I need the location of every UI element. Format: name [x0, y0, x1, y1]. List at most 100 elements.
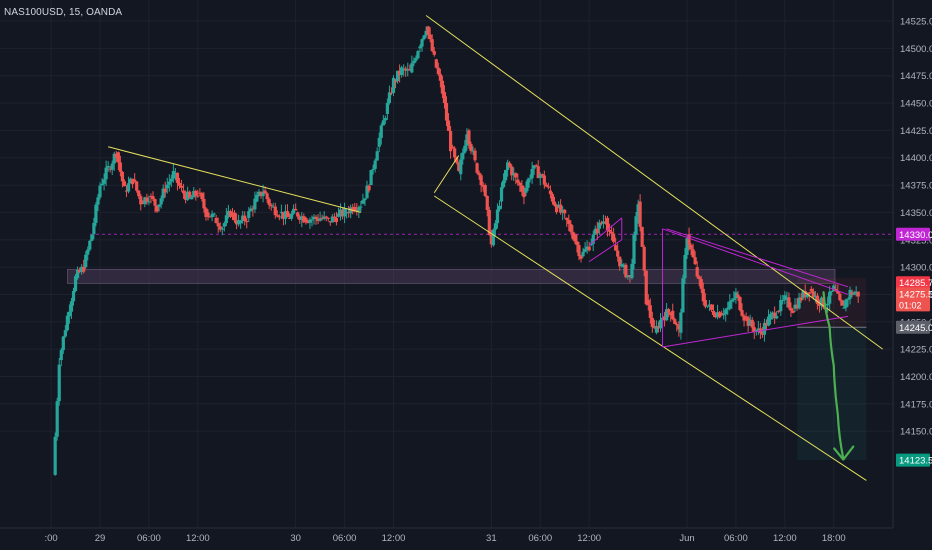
candle-body [789, 307, 793, 311]
candle-body [190, 197, 194, 200]
candle [677, 321, 681, 337]
candle-body [175, 172, 180, 183]
candle [728, 294, 732, 311]
candle-body [432, 51, 436, 55]
candle [400, 65, 404, 78]
candle-body [844, 299, 848, 308]
candle-body [683, 255, 687, 279]
candle [59, 347, 63, 367]
candle-body [673, 319, 677, 325]
candle-body [236, 220, 241, 225]
time-tick-label: 12:00 [773, 533, 797, 544]
candle [241, 210, 245, 224]
candle [681, 274, 685, 313]
candle-body [302, 216, 306, 223]
candle [548, 185, 553, 199]
candle-body [218, 226, 222, 230]
candle [432, 46, 436, 57]
candle [771, 311, 775, 320]
candle-body [377, 137, 381, 147]
candle-body [701, 288, 705, 302]
candle [67, 304, 72, 324]
candle-body [699, 279, 703, 289]
triangle-top [662, 228, 849, 295]
candle-body [137, 190, 141, 197]
candle-body [334, 217, 339, 223]
flag-bottom [588, 239, 623, 263]
candle-body [151, 196, 155, 200]
candle [528, 174, 532, 183]
candle-body [522, 191, 526, 198]
candle-body [300, 216, 304, 220]
candle [665, 303, 669, 321]
candle-body [228, 211, 233, 217]
candle [363, 198, 367, 206]
candle-body [167, 181, 171, 185]
candle-body [626, 275, 630, 278]
candle-body [813, 295, 818, 298]
candle-body [642, 246, 646, 271]
candle [622, 262, 626, 275]
candle-body [342, 207, 347, 217]
candle [224, 208, 228, 227]
candle [536, 160, 540, 179]
candle [128, 177, 133, 184]
candle-body [112, 153, 116, 164]
candle [112, 151, 116, 171]
candle-body [226, 211, 231, 216]
candle-body [609, 231, 614, 234]
candle [546, 182, 551, 190]
stop-zone [797, 278, 867, 328]
candle [840, 299, 844, 306]
candle [838, 292, 842, 302]
candle [302, 213, 306, 224]
candle-body [177, 182, 182, 186]
candle [612, 227, 616, 244]
candle-body [63, 330, 67, 337]
candle [328, 221, 332, 226]
candle [322, 211, 326, 221]
candle-body [75, 269, 80, 279]
candle-body [245, 221, 249, 223]
candle [593, 225, 597, 235]
candle-body [389, 92, 394, 94]
candle-body [599, 222, 603, 224]
candle-body [650, 317, 654, 328]
candle [552, 196, 557, 207]
candle-body [718, 312, 722, 318]
candles [53, 25, 860, 476]
candle [793, 298, 797, 312]
candle-body [416, 51, 420, 59]
candle [473, 147, 477, 163]
candle [540, 173, 544, 178]
candle-body [738, 297, 742, 311]
candle [518, 181, 522, 192]
candle [342, 202, 347, 224]
candle-body [618, 256, 622, 267]
candle [135, 181, 139, 193]
candle-body [281, 211, 286, 219]
candle [63, 325, 67, 338]
candle [789, 302, 793, 318]
candle [701, 282, 705, 306]
price-tag-1-bg [896, 287, 930, 312]
candle [57, 357, 61, 406]
candle-body [620, 264, 624, 267]
candle-body [265, 193, 269, 200]
candle [410, 55, 414, 74]
candle [669, 312, 673, 322]
candle [161, 184, 165, 202]
candle-body [133, 179, 137, 182]
candle [630, 258, 634, 280]
candle [114, 151, 118, 163]
time-tick-label: Jun [679, 533, 694, 544]
price-tag-3-bg [896, 453, 930, 467]
candle [149, 193, 153, 204]
candle-body [567, 220, 571, 225]
candle [122, 179, 127, 187]
price-tick-label: 14400.0 [900, 153, 932, 164]
candle [675, 321, 679, 332]
candle [628, 275, 632, 283]
candle-body [232, 212, 237, 221]
